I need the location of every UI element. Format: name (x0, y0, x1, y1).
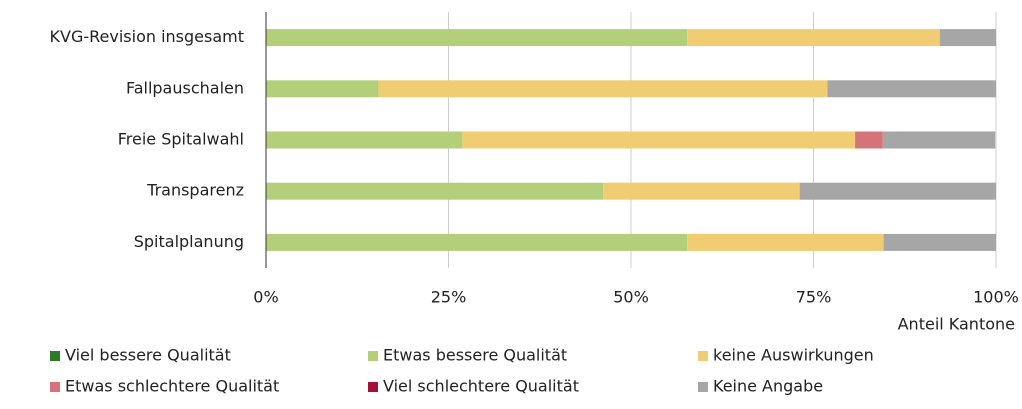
legend-label: Etwas schlechtere Qualität (65, 377, 279, 396)
bar-segment (939, 29, 996, 47)
bar-segment (855, 131, 883, 149)
y-tick-label: Freie Spitalwahl (118, 130, 244, 149)
x-tick-label: 100% (973, 288, 1019, 307)
legend-label: Viel schlechtere Qualität (383, 377, 579, 396)
bar-segment (266, 131, 463, 149)
bar-segment (462, 131, 856, 149)
legend-swatch (50, 382, 60, 392)
bar-segment (266, 29, 688, 47)
legend-label: Etwas bessere Qualität (383, 346, 567, 365)
legend-label: keine Auswirkungen (713, 346, 874, 365)
legend-swatch (368, 351, 378, 361)
x-tick-label: 50% (613, 288, 649, 307)
bar-segment (827, 80, 996, 98)
y-tick-label: Spitalplanung (134, 232, 244, 251)
bar-segment (799, 182, 996, 200)
x-axis-label: Anteil Kantone (898, 315, 1015, 334)
y-tick-label: KVG-Revision insgesamt (50, 27, 244, 46)
bar-segment (266, 233, 688, 251)
x-tick-label: 25% (431, 288, 467, 307)
legend-label: Keine Angabe (713, 377, 823, 396)
legend-swatch (698, 382, 708, 392)
x-tick-label: 75% (796, 288, 832, 307)
bar-segment (687, 233, 884, 251)
x-tick-label: 0% (253, 288, 278, 307)
y-tick-label: Transparenz (146, 181, 244, 200)
bar-segment (883, 233, 996, 251)
y-tick-label: Fallpauschalen (126, 78, 244, 97)
legend-swatch (698, 351, 708, 361)
legend-swatch (50, 351, 60, 361)
bar-segment (378, 80, 828, 98)
bar-segment (603, 182, 800, 200)
bar-segment (266, 182, 604, 200)
bar-segment (266, 80, 379, 98)
legend-label: Viel bessere Qualität (65, 346, 231, 365)
legend-swatch (368, 382, 378, 392)
bar-segment (687, 29, 940, 47)
bar-segment (882, 131, 996, 149)
